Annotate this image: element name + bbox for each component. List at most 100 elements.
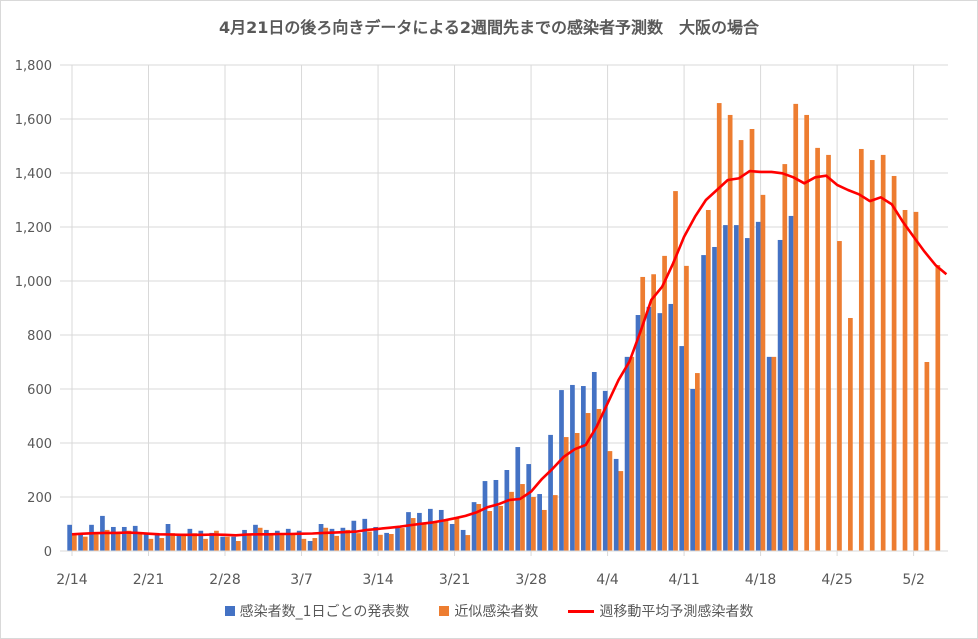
bar-reported [231,536,236,551]
legend-line-red [568,609,595,613]
bar-approx [760,194,766,551]
bar-approx [509,491,514,551]
bar-reported [318,524,324,551]
legend-label: 感染者数_1日ごとの発表数 [239,604,410,620]
bar-reported [613,458,619,551]
bar-reported [438,509,444,551]
bar-reported [427,508,433,551]
y-tick-label: 1,200 [15,221,52,236]
bar-approx [804,114,810,551]
x-tick-label: 3/14 [362,572,394,588]
bar-approx [399,528,405,551]
bar-reported [384,532,389,551]
bar-reported [591,371,597,551]
y-tick-label: 600 [27,383,52,398]
bar-approx [356,533,361,551]
bar-approx [345,529,350,551]
bar-reported [220,536,226,551]
bar-reported [406,512,411,551]
x-tick-label: 3/21 [439,572,470,588]
y-tick-label: 1,600 [15,113,52,128]
bar-approx [531,497,536,551]
bar-approx [695,373,700,551]
bar-approx [378,534,383,551]
bar-approx [214,530,219,551]
bar-reported [679,346,685,551]
legend-label: 週移動平均予測感染者数 [599,604,754,620]
bar-reported [253,524,258,551]
bar-approx [684,265,689,551]
bar-reported [89,524,94,551]
x-tick-label: 5/2 [902,572,925,588]
bar-reported [602,390,608,551]
bar-approx [170,533,176,551]
x-tick-label: 2/21 [133,572,164,588]
bar-approx [159,538,165,551]
bar-reported [504,470,510,551]
bar-reported [132,525,138,551]
bar-approx [662,255,667,551]
x-tick-label: 4/4 [596,572,619,588]
bar-reported [493,479,499,551]
legend-item-reported: 感染者数_1日ごとの発表数 [224,601,410,621]
bar-reported [67,524,72,551]
y-tick-label: 1,000 [15,275,52,290]
bar-reported [395,528,400,551]
bar-reported [668,303,674,551]
bar-approx [585,413,591,551]
bar-reported [744,238,750,551]
bar-approx [815,147,820,551]
bar-approx [443,519,449,551]
y-tick-label: 1,800 [15,59,52,74]
bar-approx [618,471,624,551]
bar-approx [858,148,864,551]
bar-approx [782,164,788,551]
bar-reported [373,526,379,551]
bar-approx [935,265,941,551]
bar-reported [274,530,280,551]
bar-approx [640,276,646,551]
legend-label: 近似感染者数 [454,604,539,620]
legend-item-moving-avg: 週移動平均予測感染者数 [568,601,753,621]
bar-reported [154,534,160,551]
bar-reported [471,502,477,551]
legend-item-approx: 近似感染者数 [439,601,538,621]
bar-approx [454,518,460,551]
bar-reported [701,255,706,551]
bar-approx [82,536,88,551]
bar-approx [225,536,230,551]
bar-approx [410,518,416,551]
bar-approx [541,509,547,551]
x-tick-label: 2/14 [56,572,88,588]
bar-approx [738,140,744,551]
bar-reported [143,533,149,551]
bar-approx [902,209,908,552]
bar-reported [111,526,116,551]
bar-reported [209,532,215,551]
bar-approx [891,175,897,551]
bar-approx [235,541,241,551]
bar-approx [432,521,438,551]
bar-approx [181,534,186,551]
bar-approx [924,362,930,551]
x-tick-label: 4/25 [821,572,852,588]
bar-approx [705,209,711,552]
bar-approx [279,533,285,551]
bar-reported [417,512,422,551]
bar-approx [596,408,602,551]
bar-approx [574,433,580,551]
bar-approx [771,356,777,551]
y-tick-label: 0 [44,545,52,560]
y-tick-label: 1,400 [15,167,52,182]
x-tick-label: 4/11 [668,572,699,588]
bar-reported [537,494,542,551]
bar-approx [104,529,110,551]
legend-swatch-blue [224,606,235,616]
bar-approx [869,160,875,552]
bar-reported [723,225,728,552]
bar-approx [93,534,99,551]
bar-approx [421,522,427,551]
bar-approx [465,535,471,551]
bar-approx [246,534,252,551]
